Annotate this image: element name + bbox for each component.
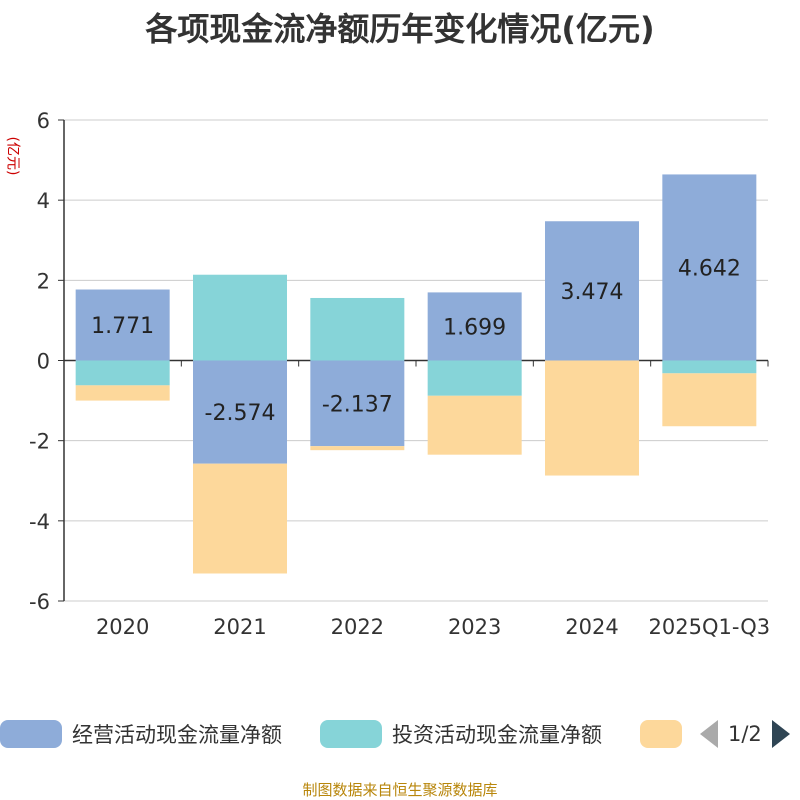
data-label: -2.137: [322, 392, 393, 417]
bar-investing: [310, 297, 405, 361]
legend-swatch-operating: [0, 720, 62, 748]
y-tick-label: 6: [37, 109, 50, 133]
bar-financing: [75, 385, 170, 401]
legend-page-indicator: 1/2: [728, 722, 762, 746]
legend-label-operating: 经营活动现金流量净额: [72, 723, 282, 747]
x-tick-label: 2025Q1-Q3: [649, 615, 771, 639]
legend-swatch-financing: [640, 720, 682, 748]
bar-operating: [545, 221, 639, 361]
data-label: -2.574: [205, 401, 276, 426]
legend-item-operating[interactable]: 经营活动现金流量净额: [0, 716, 282, 752]
legend-swatch-investing: [320, 720, 382, 748]
bar-operating: [427, 292, 522, 361]
legend-item-financing[interactable]: [640, 716, 682, 752]
data-label: 4.642: [678, 256, 741, 281]
legend-next-page-icon[interactable]: [771, 720, 790, 748]
legend: 经营活动现金流量净额 投资活动现金流量净额: [0, 716, 800, 752]
bar-investing: [193, 274, 287, 361]
y-tick-label: -6: [29, 590, 50, 614]
data-label: 1.699: [443, 315, 506, 340]
y-tick-label: -4: [29, 510, 50, 534]
data-label: 3.474: [561, 280, 624, 305]
x-tick-label: 2020: [96, 615, 149, 639]
bar-financing: [545, 360, 639, 476]
bar-operating: [193, 360, 287, 464]
y-tick-label: 0: [37, 350, 50, 374]
bar-investing: [662, 360, 757, 374]
bar-financing: [193, 463, 287, 574]
y-tick-label: -2: [29, 430, 50, 454]
legend-item-investing[interactable]: 投资活动现金流量净额: [320, 716, 602, 752]
bar-operating: [75, 289, 170, 361]
bar-operating: [662, 174, 757, 361]
x-tick-label: 2022: [331, 615, 384, 639]
data-label: 1.771: [91, 314, 154, 339]
bar-operating: [310, 360, 405, 447]
bar-investing: [427, 360, 522, 396]
bar-investing: [75, 360, 170, 386]
bar-financing: [427, 395, 522, 455]
bar-financing: [662, 373, 757, 427]
data-source-note: 制图数据来自恒生聚源数据库: [302, 781, 498, 799]
legend-prev-page-icon[interactable]: [700, 720, 718, 748]
legend-pager: 1/2: [700, 718, 790, 750]
y-tick-label: 2: [37, 269, 50, 293]
x-tick-label: 2023: [448, 615, 501, 639]
legend-label-investing: 投资活动现金流量净额: [392, 723, 602, 747]
bar-financing: [310, 446, 405, 451]
y-tick-label: 4: [37, 189, 50, 213]
x-tick-label: 2024: [565, 615, 618, 639]
chart-title: 各项现金流净额历年变化情况(亿元): [145, 10, 655, 48]
x-tick-label: 2021: [213, 615, 266, 639]
